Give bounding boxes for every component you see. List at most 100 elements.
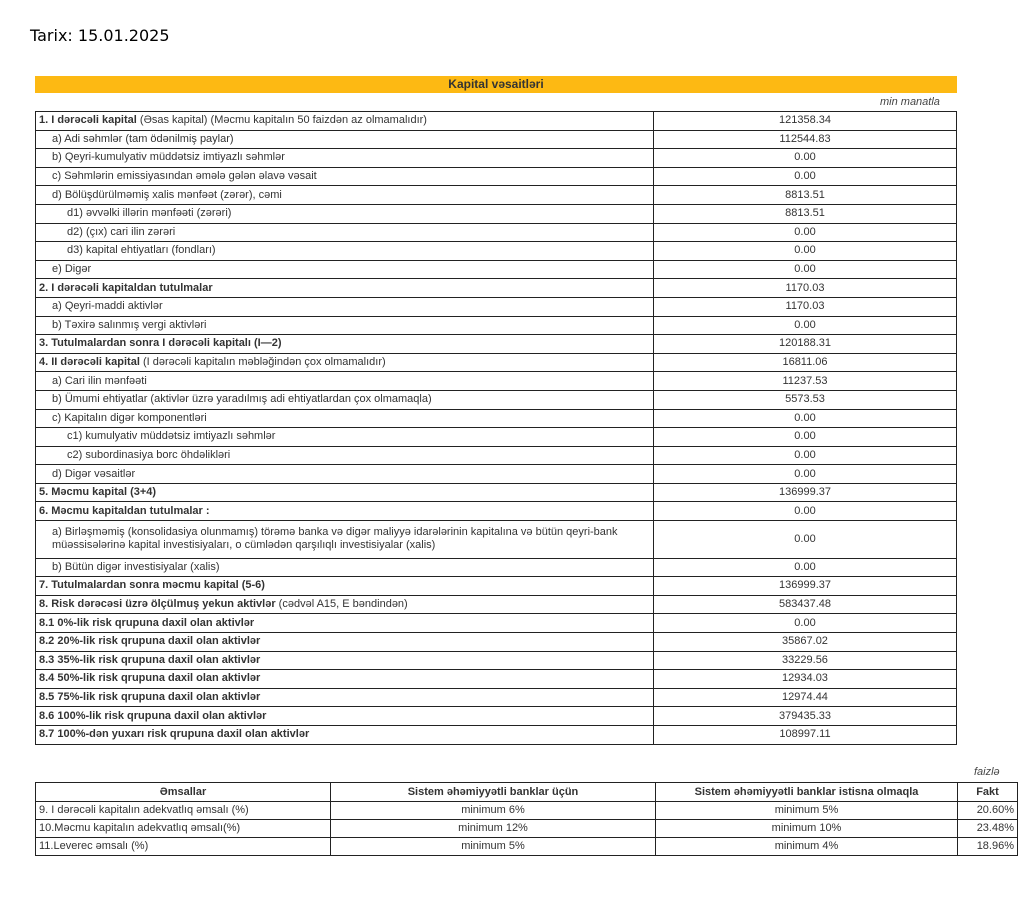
table-row: 2. I dərəcəli kapitaldan tutulmalar 1170.… bbox=[35, 278, 957, 298]
table-row: b) Qeyri-kumulyativ müddətsiz imtiyazlı … bbox=[35, 148, 957, 168]
row-label-text: d3) kapital ehtiyatları (fondları) bbox=[67, 244, 216, 257]
min-systemic: minimum 6% bbox=[330, 801, 656, 820]
column-header: Fakt bbox=[957, 782, 1018, 802]
row-label: c) Kapitalın digər komponentləri bbox=[35, 408, 654, 429]
row-label-bold: 7. Tutulmalardan sonra məcmu kapital (5-… bbox=[39, 579, 265, 592]
row-value: 136999.37 bbox=[653, 576, 957, 596]
row-label-text: a) Adi səhmlər (tam ödənilmiş paylar) bbox=[52, 132, 234, 145]
row-label: 8.6 100%-lik risk qrupuna daxil olan akt… bbox=[35, 706, 654, 726]
row-label-text: c) Kapitalın digər komponentləri bbox=[52, 411, 207, 424]
table-row: 3. Tutulmalardan sonra I dərəcəli kapita… bbox=[35, 334, 957, 354]
row-label: 5. Məcmu kapital (3+4) bbox=[35, 482, 654, 503]
table-row: d2) (çıx) cari ilin zərəri 0.00 bbox=[35, 222, 957, 243]
ratio-row: 11.Leverec əmsalı (%) minimum 5% minimum 4… bbox=[35, 837, 1018, 856]
table-row: 8.3 35%-lik risk qrupuna daxil olan akti… bbox=[35, 650, 957, 671]
row-label: a) Adi səhmlər (tam ödənilmiş paylar) bbox=[35, 129, 654, 150]
table-row: a) Birləşməmiş (konsolidasiya olunmamış)… bbox=[35, 520, 957, 559]
row-value: 0.00 bbox=[653, 315, 957, 336]
row-label-text: c) Səhmlərin emissiyasından əmələ gələn … bbox=[52, 170, 317, 183]
table-row: 8.5 75%-lik risk qrupuna daxil olan akti… bbox=[35, 687, 957, 708]
row-value: 0.00 bbox=[653, 520, 957, 559]
row-label: d) Bölüşdürülməmiş xalis mənfəət (zərər)… bbox=[35, 185, 654, 205]
row-value: 12974.44 bbox=[653, 687, 957, 708]
row-label: 8.7 100%-dən yuxarı risk qrupuna daxil o… bbox=[35, 724, 654, 745]
row-value: 0.00 bbox=[653, 408, 957, 429]
header-row: Əmsallar Sistem əhəmiyyətli banklar üçün… bbox=[35, 782, 1018, 802]
table-row: b) Bütün digər investisiyalar (xalis) 0.0… bbox=[35, 557, 957, 578]
row-label: 8. Risk dərəcəsi üzrə ölçülmuş yekun akt… bbox=[35, 594, 654, 615]
row-label: d) Digər vəsaitlər bbox=[35, 464, 654, 484]
table-row: d) Digər vəsaitlər 0.00 bbox=[35, 464, 957, 484]
row-label: 8.4 50%-lik risk qrupuna daxil olan akti… bbox=[35, 669, 654, 689]
row-value: 5573.53 bbox=[653, 389, 957, 410]
row-label-text: b) Təxirə salınmış vergi aktivləri bbox=[52, 318, 207, 331]
row-label-text: d1) əvvəlki illərin mənfəəti (zərəri) bbox=[67, 207, 232, 220]
row-label-bold: 3. Tutulmalardan sonra I dərəcəli kapita… bbox=[39, 337, 282, 350]
min-non-systemic: minimum 10% bbox=[655, 819, 958, 838]
row-label: 4. II dərəcəli kapital (I dərəcəli kapit… bbox=[35, 352, 654, 373]
column-header: Əmsallar bbox=[35, 782, 331, 802]
actual-value: 20.60% bbox=[957, 801, 1018, 820]
row-label: 8.3 35%-lik risk qrupuna daxil olan akti… bbox=[35, 650, 654, 671]
row-value: 583437.48 bbox=[653, 594, 957, 615]
table-row: e) Digər 0.00 bbox=[35, 259, 957, 280]
row-value: 120188.31 bbox=[653, 334, 957, 354]
row-label-text: (I dərəcəli kapitalın məbləğindən çox ol… bbox=[139, 356, 386, 369]
row-label: a) Qeyri-maddi aktivlər bbox=[35, 296, 654, 317]
row-label: 7. Tutulmalardan sonra məcmu kapital (5-… bbox=[35, 576, 654, 596]
row-label: b) Qeyri-kumulyativ müddətsiz imtiyazlı … bbox=[35, 148, 654, 168]
row-label-bold: 8.1 0%-lik risk qrupuna daxil olan aktiv… bbox=[39, 616, 255, 629]
table-row: 1. I dərəcəli kapital (Əsas kapital) (Mə… bbox=[35, 111, 957, 131]
row-label-text: a) Qeyri-maddi aktivlər bbox=[52, 300, 163, 313]
row-label: d1) əvvəlki illərin mənfəəti (zərəri) bbox=[35, 203, 654, 224]
report-date: Tarix: 15.01.2025 bbox=[30, 26, 170, 45]
row-label-bold: 1. I dərəcəli kapital bbox=[39, 114, 137, 127]
ratio-name: 9. I dərəcəli kapitalın adekvatlıq əmsal… bbox=[35, 801, 331, 820]
ratio-name: 11.Leverec əmsalı (%) bbox=[35, 837, 331, 856]
row-label: b) Ümumi ehtiyatlar (aktivlər üzrə yarad… bbox=[35, 389, 654, 410]
actual-value: 23.48% bbox=[957, 819, 1018, 838]
row-label-text: b) Qeyri-kumulyativ müddətsiz imtiyazlı … bbox=[52, 151, 285, 164]
min-non-systemic: minimum 5% bbox=[655, 801, 958, 820]
row-value: 8813.51 bbox=[653, 185, 957, 205]
row-label: c1) kumulyativ müddətsiz imtiyazlı səhml… bbox=[35, 427, 654, 447]
row-label: e) Digər bbox=[35, 259, 654, 280]
row-value: 121358.34 bbox=[653, 111, 957, 131]
capital-table: 1. I dərəcəli kapital (Əsas kapital) (Mə… bbox=[35, 111, 957, 745]
row-label: 3. Tutulmalardan sonra I dərəcəli kapita… bbox=[35, 334, 654, 354]
row-label: d2) (çıx) cari ilin zərəri bbox=[35, 222, 654, 243]
row-value: 1170.03 bbox=[653, 278, 957, 298]
table-row: 8.7 100%-dən yuxarı risk qrupuna daxil o… bbox=[35, 724, 957, 745]
row-label: 8.5 75%-lik risk qrupuna daxil olan akti… bbox=[35, 687, 654, 708]
min-non-systemic: minimum 4% bbox=[655, 837, 958, 856]
row-label-bold: 4. II dərəcəli kapital bbox=[39, 356, 140, 369]
table-row: b) Ümumi ehtiyatlar (aktivlər üzrə yarad… bbox=[35, 389, 957, 410]
row-value: 33229.56 bbox=[653, 650, 957, 671]
row-label-text: (cədvəl A15, E bəndindən) bbox=[275, 598, 408, 611]
row-label: 8.1 0%-lik risk qrupuna daxil olan aktiv… bbox=[35, 613, 654, 633]
min-systemic: minimum 12% bbox=[330, 819, 656, 838]
table-row: 8.4 50%-lik risk qrupuna daxil olan akti… bbox=[35, 669, 957, 689]
row-label-bold: 2. I dərəcəli kapitaldan tutulmalar bbox=[39, 281, 213, 294]
table-row: d) Bölüşdürülməmiş xalis mənfəət (zərər)… bbox=[35, 185, 957, 205]
row-value: 1170.03 bbox=[653, 296, 957, 317]
table-row: c) Səhmlərin emissiyasından əmələ gələn … bbox=[35, 166, 957, 187]
row-label-text: b) Bütün digər investisiyalar (xalis) bbox=[52, 560, 220, 573]
row-label: b) Bütün digər investisiyalar (xalis) bbox=[35, 557, 654, 578]
row-value: 8813.51 bbox=[653, 203, 957, 224]
table-row: 8. Risk dərəcəsi üzrə ölçülmuş yekun akt… bbox=[35, 594, 957, 615]
row-label: 1. I dərəcəli kapital (Əsas kapital) (Mə… bbox=[35, 111, 654, 131]
row-label: a) Birləşməmiş (konsolidasiya olunmamış)… bbox=[35, 520, 654, 559]
row-value: 35867.02 bbox=[653, 631, 957, 652]
row-label-text: e) Digər bbox=[52, 263, 92, 276]
ratio-name: 10.Məcmu kapitalın adekvatlıq əmsalı(%) bbox=[35, 819, 331, 838]
row-label-text: d2) (çıx) cari ilin zərəri bbox=[67, 225, 176, 238]
row-label-bold: 8.4 50%-lik risk qrupuna daxil olan akti… bbox=[39, 672, 261, 685]
row-value: 0.00 bbox=[653, 613, 957, 633]
column-header: Sistem əhəmiyyətli banklar üçün bbox=[330, 782, 656, 802]
row-label-text: b) Ümumi ehtiyatlar (aktivlər üzrə yarad… bbox=[52, 393, 432, 406]
row-value: 16811.06 bbox=[653, 352, 957, 373]
section-title: Kapital vəsaitləri bbox=[35, 76, 957, 93]
row-value: 108997.11 bbox=[653, 724, 957, 745]
table-row: d1) əvvəlki illərin mənfəəti (zərəri) 881… bbox=[35, 203, 957, 224]
